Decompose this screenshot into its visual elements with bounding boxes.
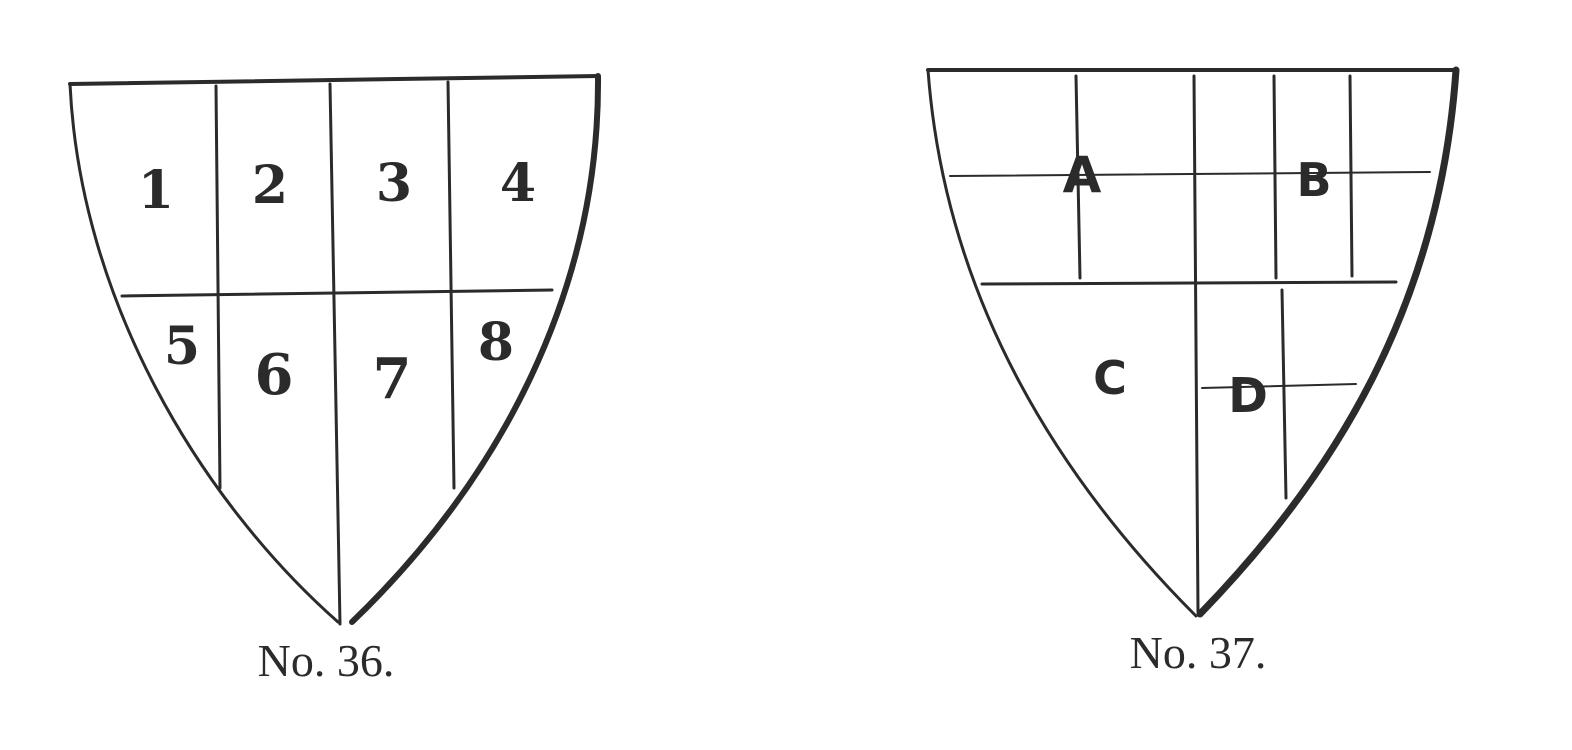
quarter-label: 5: [164, 316, 200, 377]
shield-37-upper-pale-1: [1074, 74, 1082, 280]
quarter-label: 8: [478, 312, 514, 373]
shield-36-pale-3: [446, 80, 456, 490]
shield-no-36: 1 2 3 4 5 6 7 8 No. 36.: [68, 73, 602, 686]
shield-37-upper-pale-3: [1272, 74, 1278, 280]
quarter-label: 2: [252, 155, 288, 216]
shield-no-37: A B C D No. 37.: [926, 66, 1460, 678]
figure-caption: No. 37.: [1130, 627, 1267, 678]
shield-37-upper-pale-4: [1348, 74, 1354, 278]
shield-37-right-edge: [1196, 66, 1460, 618]
shield-36-pale-1: [214, 84, 222, 490]
shield-36-outline: [68, 74, 600, 86]
quarter-label: B: [1296, 153, 1331, 207]
shield-37-lower-pale: [1280, 288, 1288, 500]
shield-36-pale-2: [328, 82, 342, 626]
quarter-label: A: [1063, 146, 1102, 204]
quarter-label: 6: [255, 342, 294, 408]
shield-36-fess-line: [120, 288, 554, 298]
shield-37-left-edge: [926, 68, 1198, 618]
figure-caption: No. 36.: [258, 635, 395, 686]
quarter-label: D: [1228, 368, 1268, 424]
shield-36-right-edge: [349, 73, 602, 625]
quarter-label: 4: [500, 153, 536, 214]
quarter-label: 3: [376, 153, 412, 214]
shield-37-fess-line: [980, 280, 1398, 286]
shield-37-lower-bar: [1201, 383, 1357, 389]
quarter-label: 7: [373, 346, 412, 412]
quarter-label: 1: [138, 160, 174, 221]
shield-37-chief-line: [949, 171, 1431, 177]
shield-36-left-edge: [68, 82, 340, 624]
quarter-label: C: [1093, 351, 1127, 405]
shield-37-center-pale: [1192, 74, 1200, 614]
